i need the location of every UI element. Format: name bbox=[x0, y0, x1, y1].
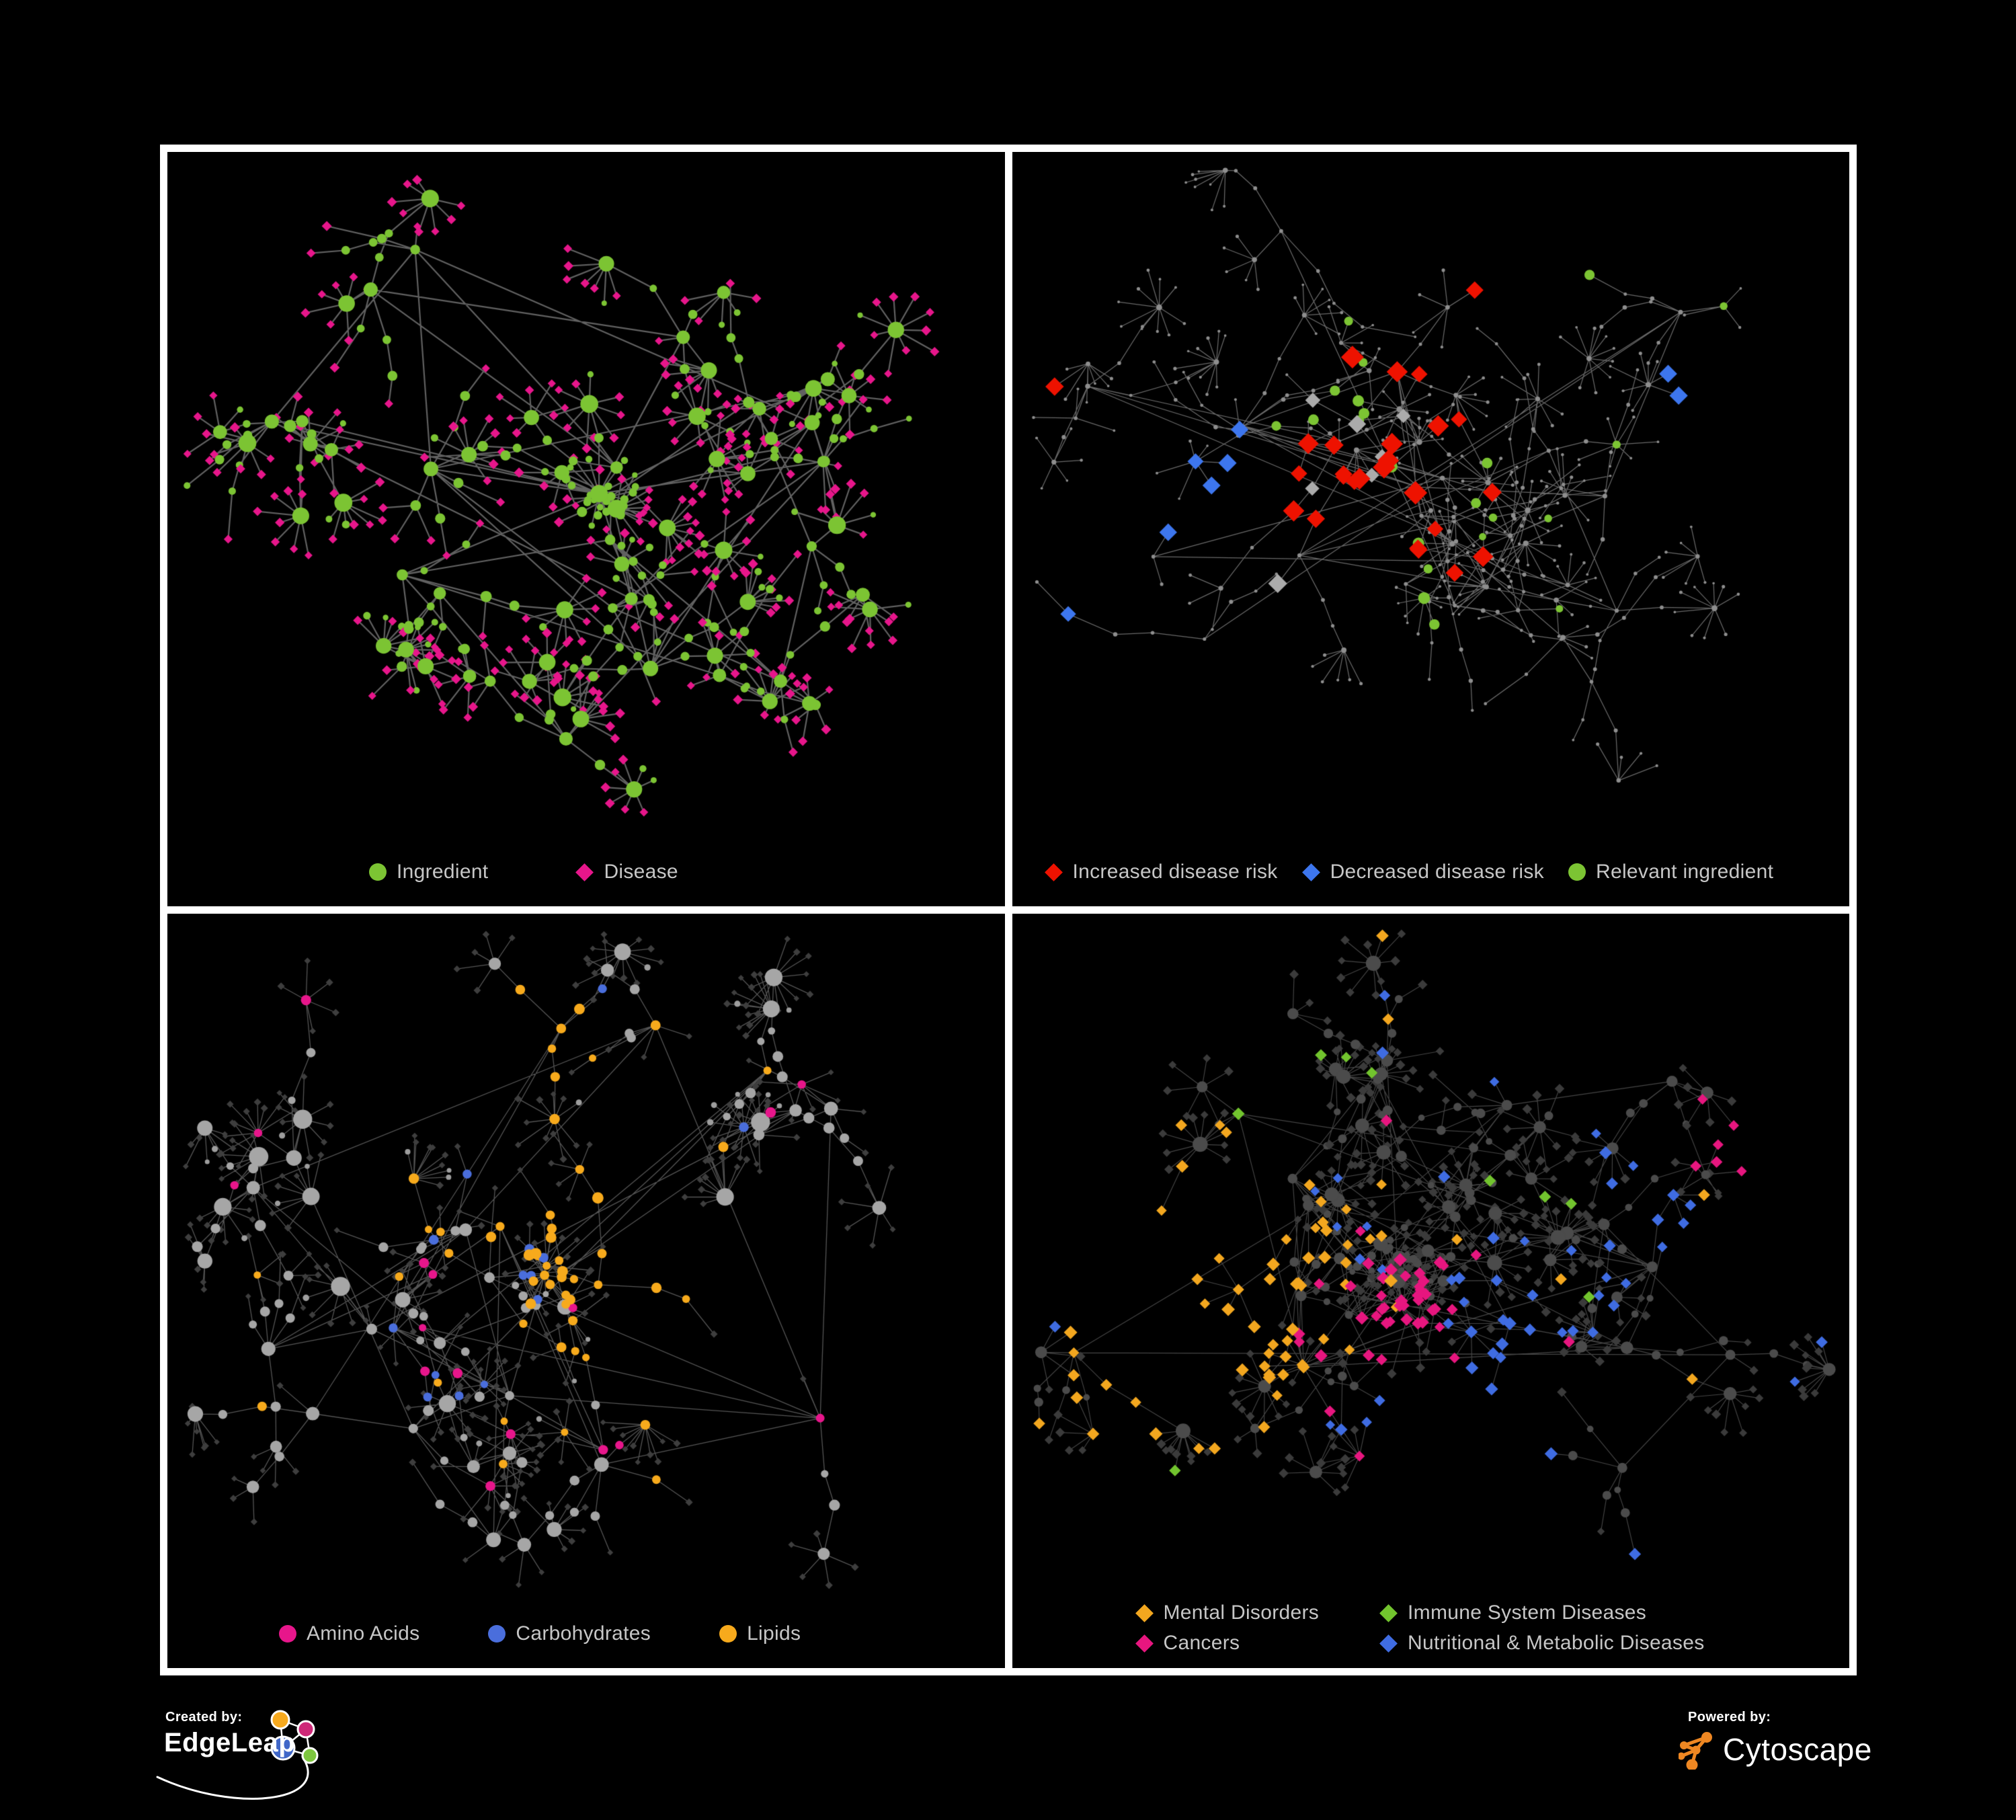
legend-item-label: Lipids bbox=[747, 1622, 801, 1645]
panel-disease-classes: Mental Disorders Immune System Diseases Ca… bbox=[1012, 914, 1849, 1668]
legend-item: Ingredient bbox=[369, 861, 488, 883]
ingredient-disease-network-canvas bbox=[167, 152, 1005, 906]
legend-item: Disease bbox=[575, 861, 678, 883]
legend-item-label: Carbohydrates bbox=[516, 1622, 651, 1645]
legend-item: Lipids bbox=[719, 1622, 801, 1645]
edgeleap-wordmark: EdgeLeap bbox=[164, 1728, 296, 1757]
legend-item: Immune System Diseases bbox=[1379, 1601, 1704, 1624]
legend: Mental Disorders Immune System Diseases Ca… bbox=[1135, 1601, 1705, 1655]
legend-item-label: Decreased disease risk bbox=[1330, 861, 1544, 883]
legend-diamond-marker bbox=[1379, 1634, 1398, 1653]
panel-ingredient-disease: Ingredient Disease bbox=[167, 152, 1005, 906]
legend-item-label: Mental Disorders bbox=[1163, 1601, 1320, 1624]
figure-grid: Ingredient Disease Increased disease risk… bbox=[160, 145, 1857, 1675]
created-by-label: Created by: bbox=[165, 1710, 243, 1725]
edgeleap-logo-icon bbox=[156, 1710, 319, 1800]
powered-by-label: Powered by: bbox=[1688, 1710, 1771, 1725]
legend-circle-marker bbox=[1568, 863, 1586, 881]
legend-item: Carbohydrates bbox=[488, 1622, 651, 1645]
legend-circle-marker bbox=[279, 1625, 296, 1643]
panel-compound-classes: Amino Acids Carbohydrates Lipids bbox=[167, 914, 1005, 1668]
legend-diamond-marker bbox=[1044, 863, 1063, 881]
legend-diamond-marker bbox=[1135, 1634, 1154, 1653]
disease-classes-network-canvas bbox=[1012, 914, 1849, 1668]
legend-circle-marker bbox=[719, 1625, 737, 1643]
legend-item-label: Relevant ingredient bbox=[1596, 861, 1774, 883]
legend-item-label: Ingredient bbox=[397, 861, 489, 883]
legend-item-label: Immune System Diseases bbox=[1408, 1601, 1647, 1624]
legend-diamond-marker bbox=[575, 863, 594, 881]
legend-circle-marker bbox=[369, 863, 387, 881]
legend-item: Relevant ingredient bbox=[1568, 861, 1773, 883]
legend-diamond-marker bbox=[1135, 1604, 1154, 1622]
legend-item: Increased disease risk bbox=[1044, 861, 1278, 883]
legend: Increased disease risk Decreased disease … bbox=[1044, 861, 1774, 883]
legend-diamond-marker bbox=[1379, 1604, 1398, 1622]
legend-item: Cancers bbox=[1135, 1632, 1320, 1655]
created-by-branding: Created by: EdgeLeap bbox=[156, 1710, 385, 1817]
legend-item: Mental Disorders bbox=[1135, 1601, 1320, 1624]
compound-classes-network-canvas bbox=[167, 914, 1005, 1668]
legend-circle-marker bbox=[488, 1625, 506, 1643]
legend-item: Decreased disease risk bbox=[1301, 861, 1544, 883]
legend-item: Amino Acids bbox=[279, 1622, 419, 1645]
legend-item-label: Increased disease risk bbox=[1072, 861, 1278, 883]
legend-item-label: Amino Acids bbox=[307, 1622, 420, 1645]
legend-item-label: Disease bbox=[604, 861, 678, 883]
cytoscape-wordmark: Cytoscape bbox=[1723, 1732, 1872, 1767]
legend-item-label: Cancers bbox=[1163, 1632, 1240, 1654]
legend: Amino Acids Carbohydrates Lipids bbox=[279, 1622, 801, 1645]
panel-disease-risk: Increased disease risk Decreased disease … bbox=[1012, 152, 1849, 906]
legend: Ingredient Disease bbox=[369, 861, 678, 883]
legend-item-label: Nutritional & Metabolic Diseases bbox=[1408, 1632, 1705, 1654]
powered-by-branding: Powered by: Cytoscape bbox=[1679, 1710, 1934, 1797]
cytoscape-logo-icon bbox=[1679, 1732, 1712, 1770]
disease-risk-network-canvas bbox=[1012, 152, 1849, 906]
legend-diamond-marker bbox=[1301, 863, 1320, 881]
legend-item: Nutritional & Metabolic Diseases bbox=[1379, 1632, 1704, 1655]
